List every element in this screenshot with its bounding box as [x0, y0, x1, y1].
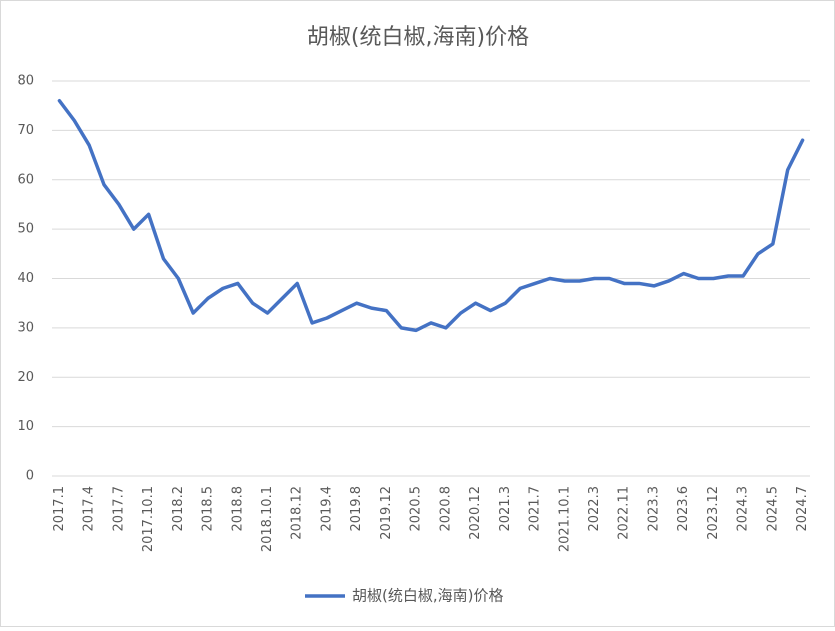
- y-tick-label: 20: [17, 370, 34, 385]
- x-tick-label: 2019.12: [379, 486, 394, 540]
- x-tick-label: 2021.7: [528, 486, 543, 532]
- y-tick-label: 70: [17, 123, 34, 138]
- x-tick-label: 2018.10.1: [260, 486, 275, 552]
- y-tick-label: 80: [17, 74, 34, 89]
- x-tick-label: 2018.5: [201, 486, 216, 532]
- x-tick-label: 2017.4: [82, 486, 97, 532]
- x-tick-label: 2020.8: [438, 486, 453, 532]
- x-tick-label: 2018.8: [230, 486, 245, 532]
- x-tick-label: 2022.3: [587, 486, 602, 532]
- x-tick-label: 2023.12: [706, 486, 721, 540]
- x-tick-label: 2019.8: [349, 486, 364, 532]
- y-tick-label: 30: [17, 320, 34, 335]
- x-tick-label: 2018.2: [171, 486, 186, 532]
- y-tick-label: 50: [17, 222, 34, 237]
- x-tick-label: 2024.3: [736, 486, 751, 532]
- x-tick-label: 2019.4: [319, 486, 334, 532]
- y-tick-label: 10: [17, 419, 34, 434]
- chart-title: 胡椒(统白椒,海南)价格: [307, 25, 529, 50]
- x-tick-label: 2021.3: [498, 486, 513, 532]
- x-tick-label: 2020.5: [409, 486, 424, 532]
- y-tick-label: 0: [26, 469, 34, 484]
- y-tick-label: 60: [17, 172, 34, 187]
- y-tick-label: 40: [17, 271, 34, 286]
- x-tick-label: 2023.6: [676, 486, 691, 532]
- x-tick-label: 2023.3: [646, 486, 661, 532]
- x-tick-label: 2024.5: [765, 486, 780, 532]
- x-tick-label: 2024.7: [795, 486, 810, 532]
- x-tick-label: 2017.1: [52, 486, 67, 532]
- x-tick-label: 2017.7: [111, 486, 126, 532]
- line: [57, 99, 805, 333]
- x-tick-label: 2017.10.1: [141, 486, 156, 552]
- x-tick-label: 2020.12: [468, 486, 483, 540]
- x-tick-label: 2022.11: [617, 486, 632, 540]
- legend-label: 胡椒(统白椒,海南)价格: [352, 587, 503, 605]
- x-tick-label: 2021.10.1: [557, 486, 572, 552]
- x-tick-label: 2018.12: [290, 486, 305, 540]
